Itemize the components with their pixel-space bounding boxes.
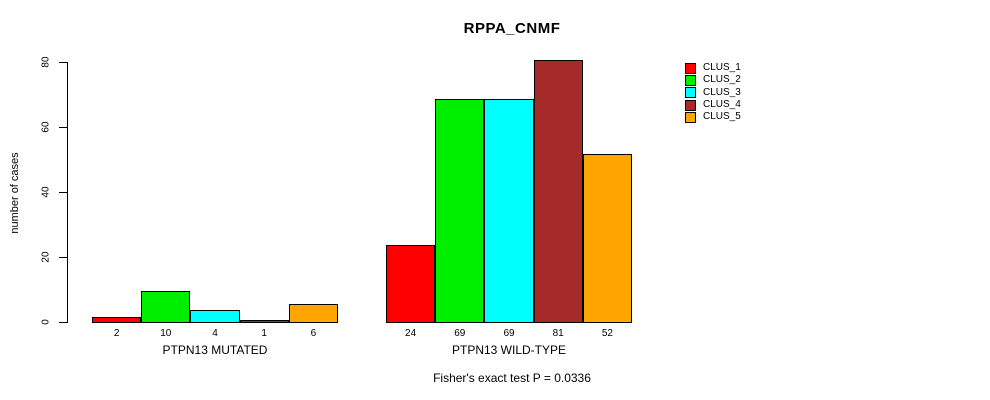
x-axis-group-label: PTPN13 WILD-TYPE (451, 343, 567, 357)
legend-item: CLUS_2 (685, 74, 741, 86)
bar-clus_3-group2 (484, 98, 534, 323)
fishers-test-caption: Fisher's exact test P = 0.0336 (433, 371, 591, 385)
y-axis-label: number of cases (9, 152, 21, 234)
y-axis-tick (59, 192, 67, 193)
bar-value-label: 6 (310, 328, 317, 339)
legend-item-label: CLUS_5 (703, 111, 741, 123)
legend-item: CLUS_5 (685, 111, 741, 123)
bar-clus_5-group2 (582, 154, 632, 323)
bar-value-label: 69 (503, 328, 515, 339)
bar-clus_3-group1 (190, 310, 240, 323)
bar-clus_4-group1 (239, 319, 289, 323)
bar-clus_1-group2 (386, 245, 436, 323)
bar-clus_1-group1 (92, 316, 142, 323)
legend-item-label: CLUS_4 (703, 99, 741, 111)
bar-value-label: 2 (113, 328, 120, 339)
x-axis-group-label: PTPN13 MUTATED (162, 343, 268, 357)
bar-value-label: 4 (212, 328, 218, 339)
bar-clus_2-group1 (141, 290, 191, 323)
legend-color-swatch (685, 87, 696, 99)
legend-item-label: CLUS_1 (703, 62, 741, 74)
y-axis-line (67, 62, 68, 323)
bar-clus_5-group1 (288, 303, 338, 323)
bar-value-label: 52 (601, 328, 613, 339)
legend-item: CLUS_3 (685, 87, 741, 99)
legend-item-label: CLUS_3 (703, 86, 741, 98)
bar-value-label: 24 (405, 328, 417, 339)
chart-title: RPPA_CNMF (463, 20, 561, 37)
y-axis-tick-label: 0 (40, 319, 52, 325)
bar-value-label: 81 (552, 328, 564, 339)
legend: CLUS_1 CLUS_2 CLUS_3 CLUS_4 CLUS_5 (685, 62, 741, 123)
y-axis-tick (59, 127, 67, 128)
legend-color-swatch (685, 62, 696, 74)
bar-value-label: 69 (454, 328, 466, 339)
legend-item: CLUS_4 (685, 99, 741, 111)
legend-color-swatch (685, 99, 696, 111)
y-axis-tick (59, 62, 67, 63)
legend-color-swatch (685, 111, 696, 123)
y-axis-tick-label: 40 (40, 186, 52, 198)
y-axis-tick-label: 80 (40, 56, 52, 68)
y-axis-tick-label: 20 (40, 251, 52, 263)
bar-value-label: 1 (261, 328, 267, 339)
bar-clus_4-group2 (533, 59, 583, 323)
bar-clus_2-group2 (435, 98, 485, 323)
legend-item: CLUS_1 (685, 62, 741, 74)
y-axis-tick (59, 257, 67, 258)
legend-item-label: CLUS_2 (703, 74, 741, 86)
y-axis-tick-label: 60 (40, 121, 52, 133)
legend-color-swatch (685, 74, 696, 86)
y-axis-tick (59, 322, 67, 323)
bar-value-label: 10 (160, 328, 172, 339)
